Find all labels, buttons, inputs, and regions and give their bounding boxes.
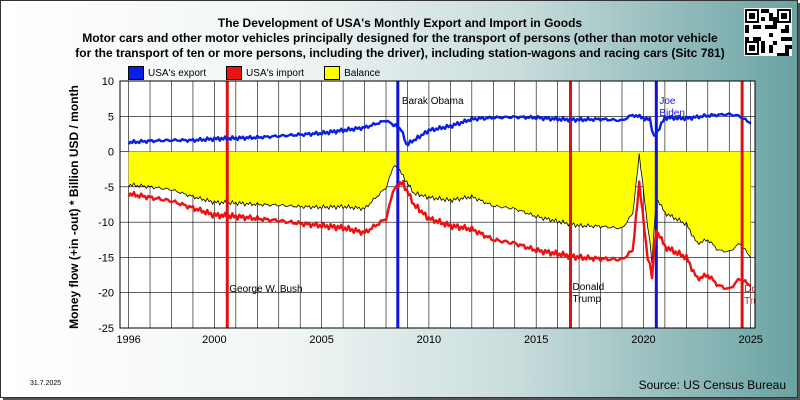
chart-legend: USA's export USA's import Balance (128, 66, 390, 80)
y-tick-label: 0 (108, 147, 114, 159)
y-tick-label: -10 (98, 217, 114, 229)
legend-item-export: USA's export (128, 66, 216, 80)
legend-label-import: USA's import (246, 67, 305, 79)
marker-label: Trump (573, 294, 602, 305)
x-tick-label: 2005 (309, 334, 333, 346)
marker-label: Barak Obama (402, 96, 464, 107)
chart-subtitle-line2: for the transport of ten or more persons… (75, 46, 725, 60)
chart-date: 31.7.2025 (30, 380, 62, 387)
chart-source: Source: US Census Bureau (638, 378, 786, 392)
marker-label: Biden (659, 108, 685, 119)
y-tick-label: 10 (102, 76, 114, 88)
y-tick-label: -15 (98, 252, 114, 264)
qr-code-icon (744, 8, 792, 56)
x-tick-label: 2025 (738, 334, 762, 346)
marker-label: Trump (744, 296, 773, 307)
series-balance-area (128, 151, 751, 264)
x-tick-label: 2000 (202, 334, 226, 346)
legend-label-balance: Balance (344, 67, 381, 79)
marker-label: Donald (744, 284, 776, 295)
x-tick-label: 2020 (631, 334, 655, 346)
x-tick-label: 2015 (524, 334, 548, 346)
y-tick-label: -5 (104, 182, 114, 194)
legend-item-balance: Balance (324, 66, 390, 80)
series-balance-line (128, 153, 752, 264)
marker-label: Joe (659, 96, 676, 107)
chart-title: The Development of USA's Monthly Export … (217, 16, 583, 30)
series-import-line (127, 179, 752, 290)
legend-item-import: USA's import (226, 66, 314, 80)
legend-swatch-import (226, 66, 243, 80)
marker-label: Donald (573, 282, 605, 293)
y-tick-label: -20 (98, 288, 114, 300)
y-tick-label: -25 (98, 323, 114, 335)
legend-label-export: USA's export (148, 67, 207, 79)
x-tick-label: 1996 (116, 334, 140, 346)
x-tick-label: 2010 (417, 334, 441, 346)
marker-label: George W. Bush (229, 284, 302, 295)
y-tick-label: 5 (108, 111, 114, 123)
legend-swatch-export (128, 66, 144, 80)
legend-swatch-balance (324, 66, 341, 80)
chart-subtitle-line1: Motor cars and other motor vehicles prin… (82, 31, 718, 45)
plot-border (119, 80, 756, 329)
series-export-line (127, 112, 752, 147)
